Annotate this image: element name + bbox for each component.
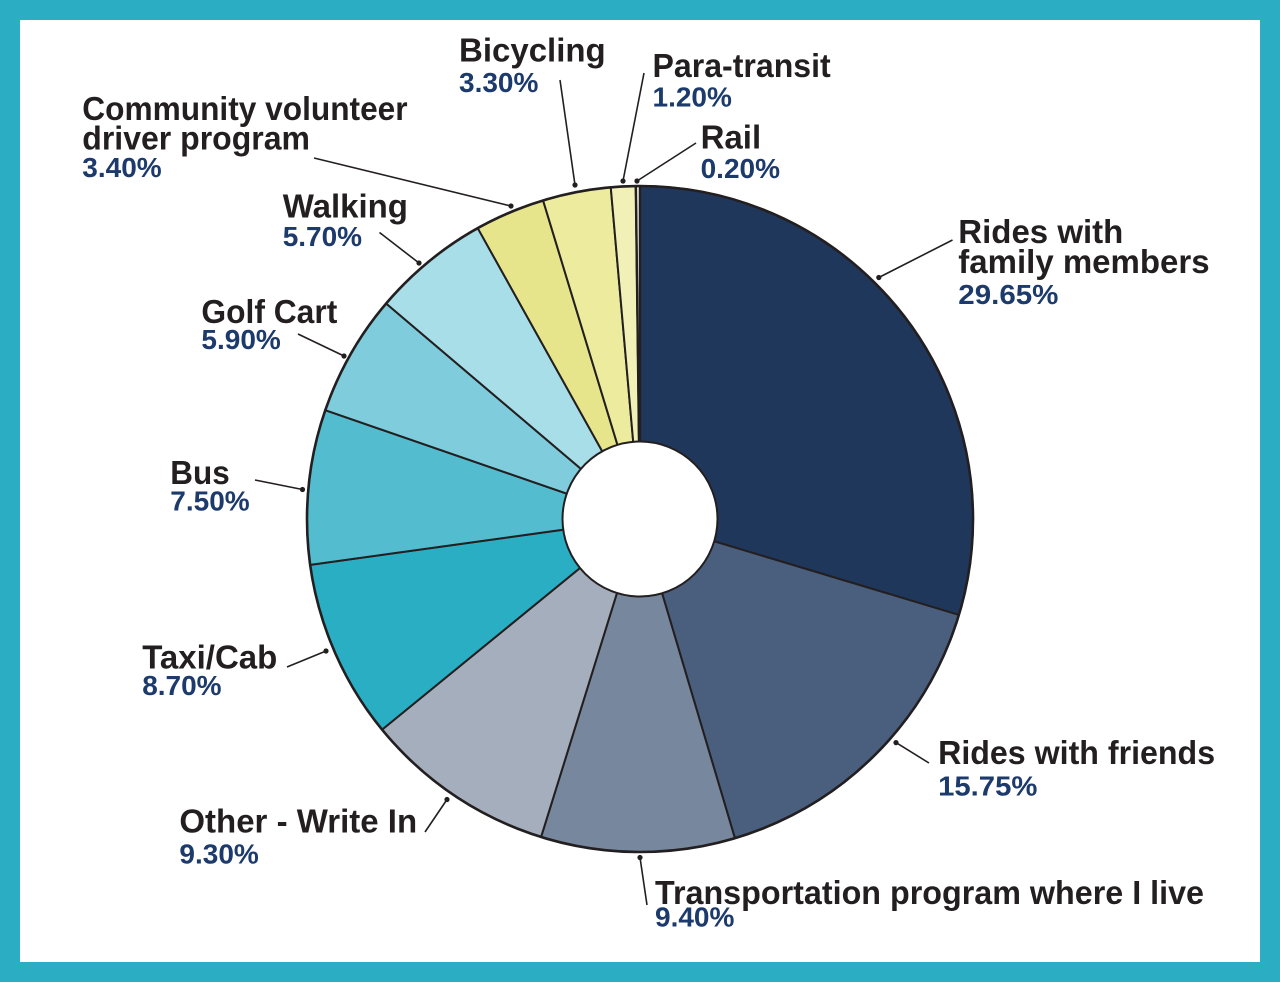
- svg-text:5.70%: 5.70%: [283, 221, 362, 252]
- svg-text:Taxi/Cab: Taxi/Cab: [142, 638, 277, 675]
- svg-text:Rides with: Rides with: [958, 213, 1123, 250]
- svg-text:9.30%: 9.30%: [179, 839, 258, 870]
- svg-text:Transportation program where I: Transportation program where I live: [655, 874, 1204, 911]
- svg-text:Bus: Bus: [170, 454, 229, 491]
- svg-text:Para-transit: Para-transit: [653, 47, 831, 84]
- svg-text:7.50%: 7.50%: [170, 486, 249, 517]
- svg-text:driver program: driver program: [82, 120, 310, 157]
- svg-text:Rail: Rail: [701, 118, 762, 155]
- svg-text:Rides with friends: Rides with friends: [938, 734, 1215, 771]
- svg-text:Bicycling: Bicycling: [459, 32, 606, 69]
- svg-text:Other - Write In: Other - Write In: [179, 802, 417, 839]
- svg-text:0.20%: 0.20%: [701, 153, 780, 184]
- svg-text:8.70%: 8.70%: [142, 670, 221, 701]
- svg-text:3.30%: 3.30%: [459, 67, 538, 98]
- svg-text:5.90%: 5.90%: [201, 324, 280, 355]
- svg-text:1.20%: 1.20%: [653, 82, 732, 113]
- svg-text:3.40%: 3.40%: [82, 152, 161, 183]
- svg-text:Walking: Walking: [283, 188, 408, 225]
- svg-text:family members: family members: [958, 243, 1209, 280]
- svg-text:29.65%: 29.65%: [958, 279, 1058, 310]
- svg-text:15.75%: 15.75%: [938, 770, 1037, 801]
- svg-text:9.40%: 9.40%: [655, 902, 734, 933]
- svg-text:Community volunteer: Community volunteer: [82, 90, 407, 127]
- svg-text:Golf Cart: Golf Cart: [201, 293, 337, 330]
